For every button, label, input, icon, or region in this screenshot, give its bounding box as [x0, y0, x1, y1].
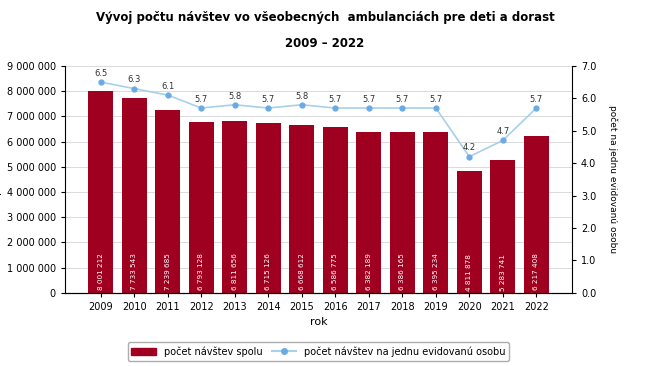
- Text: 4 811 878: 4 811 878: [466, 254, 473, 291]
- Bar: [390, 132, 415, 293]
- Text: 2009 – 2022: 2009 – 2022: [285, 37, 365, 50]
- Bar: [457, 172, 482, 293]
- Text: 6 217 408: 6 217 408: [534, 254, 540, 291]
- Text: 5 283 741: 5 283 741: [500, 254, 506, 291]
- Bar: [289, 125, 315, 293]
- X-axis label: rok: rok: [309, 317, 328, 327]
- Text: 5.7: 5.7: [362, 95, 376, 104]
- Text: 5.7: 5.7: [194, 95, 208, 104]
- Text: 5.8: 5.8: [295, 92, 308, 101]
- Text: 6.5: 6.5: [94, 69, 107, 78]
- Text: 7 239 685: 7 239 685: [164, 253, 171, 290]
- Text: 6.1: 6.1: [161, 82, 174, 91]
- Bar: [356, 132, 382, 293]
- Bar: [255, 123, 281, 293]
- Text: 6.3: 6.3: [127, 75, 141, 84]
- Text: 4.2: 4.2: [463, 143, 476, 152]
- Text: 6 811 656: 6 811 656: [231, 253, 238, 290]
- Y-axis label: počet na jednu evidovanú osobu: počet na jednu evidovanú osobu: [608, 105, 617, 253]
- Text: 5.8: 5.8: [228, 92, 241, 101]
- Bar: [322, 127, 348, 293]
- Bar: [222, 121, 247, 293]
- Bar: [188, 122, 214, 293]
- Text: 7 733 543: 7 733 543: [131, 253, 137, 290]
- Text: 6 382 189: 6 382 189: [366, 254, 372, 290]
- Text: 6 386 165: 6 386 165: [399, 254, 406, 290]
- Text: 5.7: 5.7: [530, 95, 543, 104]
- Text: 6 793 128: 6 793 128: [198, 253, 204, 290]
- Text: 6 668 612: 6 668 612: [299, 253, 305, 290]
- Legend: počet návštev spolu, počet návštev na jednu evidovanú osobu: počet návštev spolu, počet návštev na je…: [127, 342, 510, 361]
- Bar: [490, 160, 515, 293]
- Text: 4.7: 4.7: [496, 127, 510, 136]
- Text: 6 586 775: 6 586 775: [332, 253, 338, 290]
- Bar: [524, 136, 549, 293]
- Text: 6 395 234: 6 395 234: [433, 254, 439, 290]
- Text: 5.7: 5.7: [329, 95, 342, 104]
- Bar: [122, 98, 147, 293]
- Y-axis label: počet: počet: [0, 165, 1, 194]
- Text: 5.7: 5.7: [429, 95, 443, 104]
- Text: Vývoj počtu návštev vo všeobecných  ambulanciách pre deti a dorast: Vývoj počtu návštev vo všeobecných ambul…: [96, 11, 554, 24]
- Bar: [155, 110, 180, 293]
- Text: 5.7: 5.7: [396, 95, 409, 104]
- Bar: [423, 131, 448, 293]
- Text: 8 001 212: 8 001 212: [98, 253, 103, 290]
- Text: 6 715 126: 6 715 126: [265, 253, 271, 290]
- Text: 5.7: 5.7: [261, 95, 275, 104]
- Bar: [88, 91, 113, 293]
